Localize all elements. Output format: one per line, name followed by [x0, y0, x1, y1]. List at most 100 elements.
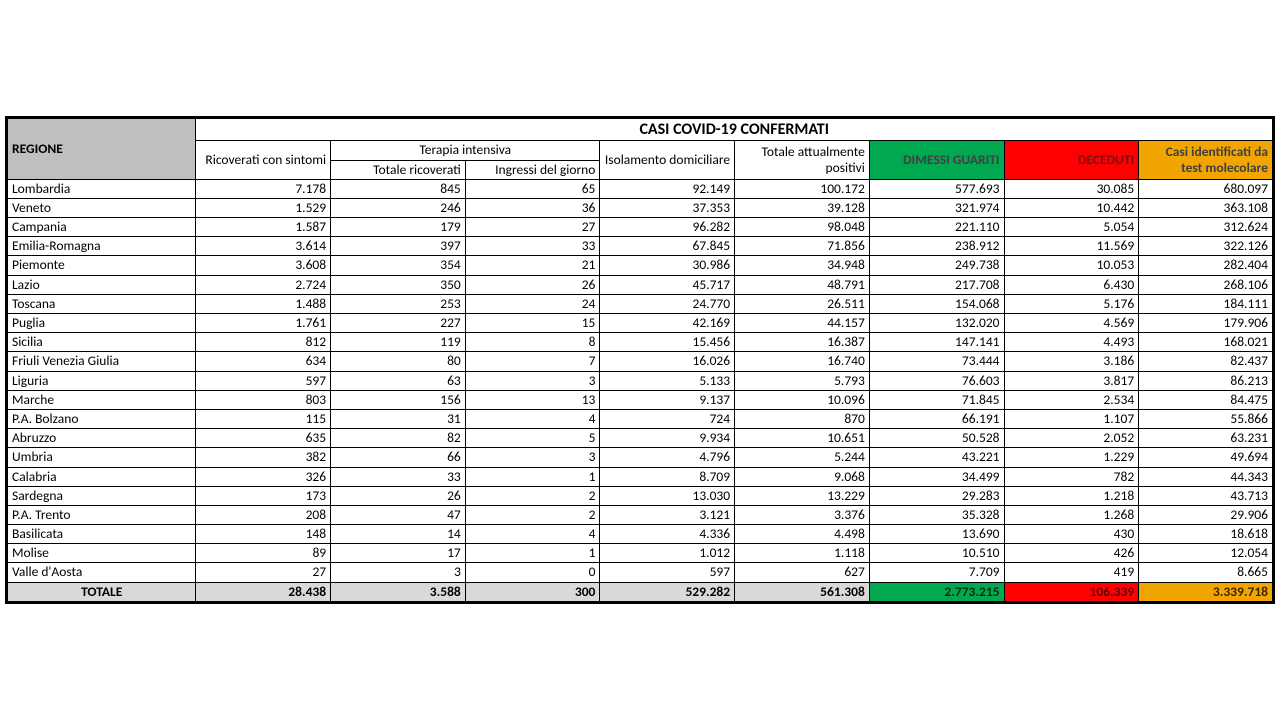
cell-dimessi: 10.510	[869, 544, 1004, 563]
covid-region-table: REGIONE CASI COVID-19 CONFERMATI Ricover…	[5, 116, 1275, 604]
cell-tot_pos: 39.128	[735, 198, 870, 217]
cell-dimessi: 238.912	[869, 237, 1004, 256]
cell-casi_test: 322.126	[1139, 237, 1274, 256]
region-cell: Puglia	[7, 314, 196, 333]
col-ricoverati: Ricoverati con sintomi	[196, 141, 331, 179]
cell-ricoverati: 173	[196, 486, 331, 505]
col-tot-pos: Totale attualmente positivi	[735, 141, 870, 179]
cell-terapia_tot: 3	[331, 563, 466, 582]
cell-tot_pos: 3.376	[735, 505, 870, 524]
cell-isolamento: 24.770	[600, 294, 735, 313]
col-terapia-ing: Ingressi del giorno	[465, 160, 600, 179]
cell-dimessi: 221.110	[869, 218, 1004, 237]
region-cell: Lazio	[7, 275, 196, 294]
cell-deceduti: 11.569	[1004, 237, 1139, 256]
cell-terapia_tot: 246	[331, 198, 466, 217]
cell-dimessi: 577.693	[869, 179, 1004, 198]
cell-ricoverati: 1.587	[196, 218, 331, 237]
cell-terapia_ing: 15	[465, 314, 600, 333]
table-row: Toscana1.4882532424.77026.511154.0685.17…	[7, 294, 1274, 313]
table-row: Sardegna17326213.03013.22929.2831.21843.…	[7, 486, 1274, 505]
col-dimessi: DIMESSI GUARITI	[869, 141, 1004, 179]
cell-casi_test: 184.111	[1139, 294, 1274, 313]
table-row: Marche803156139.13710.09671.8452.53484.4…	[7, 390, 1274, 409]
cell-dimessi: 66.191	[869, 409, 1004, 428]
cell-casi_test: 29.906	[1139, 505, 1274, 524]
cell-casi_test: 168.021	[1139, 333, 1274, 352]
cell-terapia_tot: 31	[331, 409, 466, 428]
cell-terapia_ing: 1	[465, 544, 600, 563]
cell-terapia_ing: 24	[465, 294, 600, 313]
table-row: Piemonte3.6083542130.98634.948249.73810.…	[7, 256, 1274, 275]
cell-dimessi: 321.974	[869, 198, 1004, 217]
cell-tot_pos: 98.048	[735, 218, 870, 237]
cell-deceduti: 5.054	[1004, 218, 1139, 237]
cell-dimessi: 132.020	[869, 314, 1004, 333]
cell-dimessi: 50.528	[869, 429, 1004, 448]
cell-deceduti: 2.052	[1004, 429, 1139, 448]
cell-dimessi: 76.603	[869, 371, 1004, 390]
cell-dimessi: 154.068	[869, 294, 1004, 313]
table-header: REGIONE CASI COVID-19 CONFERMATI Ricover…	[7, 118, 1274, 180]
cell-tot_pos: 1.118	[735, 544, 870, 563]
cell-ricoverati: 635	[196, 429, 331, 448]
region-cell: Valle d'Aosta	[7, 563, 196, 582]
cell-terapia_ing: 4	[465, 409, 600, 428]
cell-ricoverati: 7.178	[196, 179, 331, 198]
table-row: Lazio2.7243502645.71748.791217.7086.4302…	[7, 275, 1274, 294]
cell-terapia_tot: 156	[331, 390, 466, 409]
cell-deceduti: 2.534	[1004, 390, 1139, 409]
cell-isolamento: 67.845	[600, 237, 735, 256]
cell-deceduti: 1.229	[1004, 448, 1139, 467]
cell-isolamento: 724	[600, 409, 735, 428]
cell-deceduti: 419	[1004, 563, 1139, 582]
cell-dimessi: 35.328	[869, 505, 1004, 524]
cell-terapia_ing: 2	[465, 486, 600, 505]
cell-deceduti: 430	[1004, 525, 1139, 544]
cell-deceduti: 782	[1004, 467, 1139, 486]
cell-casi_test: 49.694	[1139, 448, 1274, 467]
cell-tot_pos: 71.856	[735, 237, 870, 256]
table-row: Liguria5976335.1335.79376.6033.81786.213	[7, 371, 1274, 390]
cell-terapia_tot: 33	[331, 467, 466, 486]
cell-terapia_tot: 253	[331, 294, 466, 313]
cell-isolamento: 16.026	[600, 352, 735, 371]
cell-tot_pos: 48.791	[735, 275, 870, 294]
cell-ricoverati: 2.724	[196, 275, 331, 294]
region-cell: Abruzzo	[7, 429, 196, 448]
region-cell: Calabria	[7, 467, 196, 486]
cell-isolamento: 9.934	[600, 429, 735, 448]
cell-casi_test: 84.475	[1139, 390, 1274, 409]
cell-ricoverati: 3.608	[196, 256, 331, 275]
cell-deceduti: 1.268	[1004, 505, 1139, 524]
cell-terapia_tot: 845	[331, 179, 466, 198]
cell-casi_test: 680.097	[1139, 179, 1274, 198]
cell-ricoverati: 803	[196, 390, 331, 409]
cell-casi_test: 82.437	[1139, 352, 1274, 371]
cell-ricoverati: 1.761	[196, 314, 331, 333]
cell-isolamento: 597	[600, 563, 735, 582]
table-row: Abruzzo6358259.93410.65150.5282.05263.23…	[7, 429, 1274, 448]
cell-dimessi: 13.690	[869, 525, 1004, 544]
region-cell: Marche	[7, 390, 196, 409]
cell-ricoverati: 326	[196, 467, 331, 486]
cell-terapia_tot: 179	[331, 218, 466, 237]
table-row: Sicilia812119815.45616.387147.1414.49316…	[7, 333, 1274, 352]
cell-terapia_tot: 119	[331, 333, 466, 352]
cell-deceduti: 5.176	[1004, 294, 1139, 313]
cell-dimessi: 43.221	[869, 448, 1004, 467]
cell-terapia_tot: 17	[331, 544, 466, 563]
cell-isolamento: 8.709	[600, 467, 735, 486]
cell-casi_test: 363.108	[1139, 198, 1274, 217]
total-tot_pos: 561.308	[735, 582, 870, 602]
cell-ricoverati: 148	[196, 525, 331, 544]
cell-terapia_tot: 63	[331, 371, 466, 390]
cell-isolamento: 92.149	[600, 179, 735, 198]
cell-tot_pos: 13.229	[735, 486, 870, 505]
cell-isolamento: 1.012	[600, 544, 735, 563]
cell-ricoverati: 89	[196, 544, 331, 563]
cell-ricoverati: 208	[196, 505, 331, 524]
cell-tot_pos: 870	[735, 409, 870, 428]
total-terapia_ing: 300	[465, 582, 600, 602]
cell-isolamento: 13.030	[600, 486, 735, 505]
